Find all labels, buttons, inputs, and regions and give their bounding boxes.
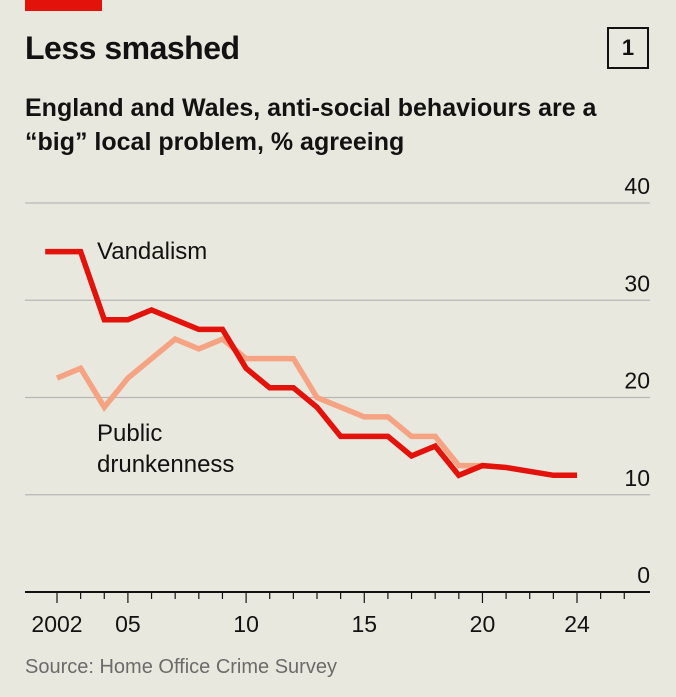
y-tick-label: 0: [637, 562, 650, 588]
y-tick-label: 30: [624, 270, 650, 296]
series-label-vandalism: Vandalism: [97, 238, 207, 265]
y-tick-label: 10: [624, 465, 650, 491]
x-tick-label: 05: [115, 611, 141, 637]
y-tick-label: 20: [624, 368, 650, 394]
x-tick-label: 24: [564, 611, 590, 637]
x-tick-label: 20: [470, 611, 496, 637]
chart-title: Less smashed: [25, 30, 240, 66]
x-tick-label: 2002: [31, 611, 82, 637]
x-tick-label: 15: [351, 611, 377, 637]
chart-subtitle: England and Wales, anti-social behaviour…: [25, 94, 597, 156]
chart-number-badge: 1: [607, 27, 649, 69]
y-tick-label: 40: [624, 173, 650, 199]
brand-red-tag: [25, 0, 102, 11]
series-label-public-drunkenness: Public drunkenness: [97, 420, 234, 478]
series-line-public-drunkenness: [55, 335, 483, 469]
series-line-vandalism: [45, 248, 577, 479]
source-note: Source: Home Office Crime Survey: [25, 656, 337, 678]
x-tick-label: 10: [233, 611, 259, 637]
